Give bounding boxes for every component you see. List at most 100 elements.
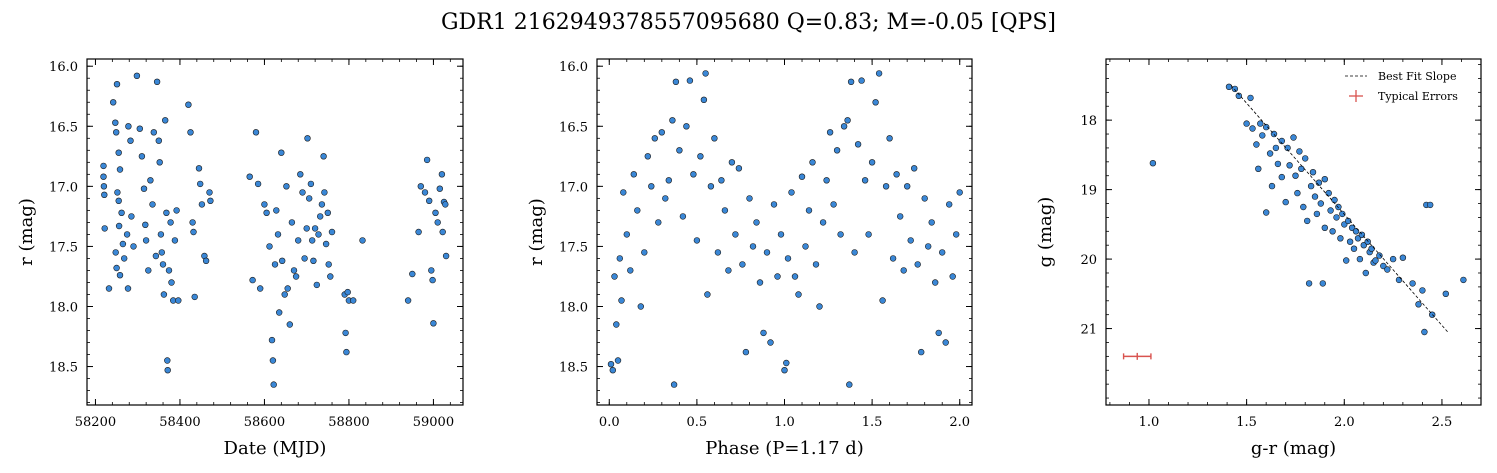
data-point <box>665 177 672 184</box>
data-point <box>914 261 921 268</box>
data-point <box>321 189 328 196</box>
data-point <box>893 171 900 178</box>
data-point <box>315 231 322 238</box>
axes-frame <box>1105 58 1482 406</box>
data-point <box>168 279 175 286</box>
data-point <box>732 231 739 238</box>
data-point <box>173 207 180 214</box>
data-point <box>921 195 928 202</box>
data-point <box>1376 252 1383 259</box>
data-point <box>1368 245 1375 252</box>
data-point <box>697 153 704 160</box>
data-point <box>100 162 107 170</box>
data-point <box>679 213 687 220</box>
data-point <box>423 156 431 164</box>
data-point <box>805 207 813 214</box>
data-point <box>163 209 170 217</box>
data-point <box>404 297 412 304</box>
data-point <box>114 189 121 196</box>
data-point <box>271 261 279 268</box>
data-point <box>130 243 137 250</box>
data-point <box>1307 182 1315 190</box>
data-point <box>683 123 690 130</box>
data-point <box>714 249 722 256</box>
data-point <box>429 276 436 284</box>
data-point <box>1294 189 1301 197</box>
data-point <box>284 285 291 292</box>
y-tick-label: 19 <box>1080 184 1097 199</box>
data-point <box>1298 165 1305 173</box>
data-point <box>788 189 795 196</box>
data-point <box>109 99 117 106</box>
y-tick-label: 21 <box>1080 323 1097 338</box>
data-point <box>637 303 644 310</box>
data-point <box>128 213 135 220</box>
x-tick-label: 58600 <box>244 415 285 430</box>
y-axis-label: r (mag) <box>16 198 37 266</box>
data-point <box>113 264 120 272</box>
data-point <box>1415 301 1422 308</box>
data-point <box>115 222 123 230</box>
data-point <box>421 189 429 196</box>
data-point <box>1278 173 1286 181</box>
data-point <box>261 201 268 208</box>
data-point <box>140 185 148 192</box>
data-point <box>127 137 134 144</box>
data-point <box>125 123 132 130</box>
data-point <box>945 201 953 208</box>
data-point <box>1333 214 1340 221</box>
axes-frame <box>86 58 464 406</box>
data-point <box>307 180 315 188</box>
data-point <box>268 336 276 344</box>
data-point <box>812 261 820 268</box>
y-tick-label: 18.5 <box>559 361 588 376</box>
x-axis-label: Date (MJD) <box>224 438 327 459</box>
data-point <box>322 240 330 248</box>
data-point <box>197 180 204 188</box>
data-point <box>1305 280 1313 287</box>
data-point <box>417 183 424 190</box>
data-point <box>313 281 320 289</box>
data-point <box>328 228 336 236</box>
data-point <box>749 243 757 250</box>
data-point <box>276 309 283 316</box>
data-point <box>1262 209 1270 216</box>
data-point <box>662 195 669 202</box>
legend: Best Fit Slope Typical Errors <box>1345 70 1458 103</box>
data-point <box>917 348 925 356</box>
data-point <box>1352 228 1360 235</box>
data-point <box>623 231 630 238</box>
data-point <box>160 291 168 298</box>
data-point <box>113 80 121 88</box>
data-point <box>133 72 141 80</box>
data-point <box>436 185 443 192</box>
data-point <box>1409 280 1416 287</box>
data-point <box>442 252 450 260</box>
data-point <box>798 173 806 180</box>
x-tick-label: 0.0 <box>599 415 620 430</box>
data-point <box>774 273 781 280</box>
data-point <box>1300 203 1307 211</box>
x-tick-label: 1.0 <box>1139 415 1160 430</box>
axes-frame <box>596 58 973 406</box>
data-point <box>269 357 277 364</box>
data-point <box>1278 137 1286 145</box>
data-point <box>426 197 433 205</box>
data-point <box>278 149 285 156</box>
data-point <box>1315 179 1323 186</box>
data-point <box>112 119 119 126</box>
data-point <box>325 261 332 268</box>
data-point <box>830 201 837 208</box>
y-tick-label: 16.0 <box>49 60 78 75</box>
data-point <box>1247 94 1254 102</box>
data-point <box>833 147 841 154</box>
data-point <box>634 207 641 214</box>
data-point <box>1235 92 1243 100</box>
data-point <box>1460 276 1467 284</box>
data-point <box>1255 165 1262 173</box>
data-point <box>676 147 683 154</box>
data-point <box>165 267 173 274</box>
data-point <box>442 201 449 208</box>
data-point <box>310 257 317 264</box>
data-point <box>686 77 694 84</box>
